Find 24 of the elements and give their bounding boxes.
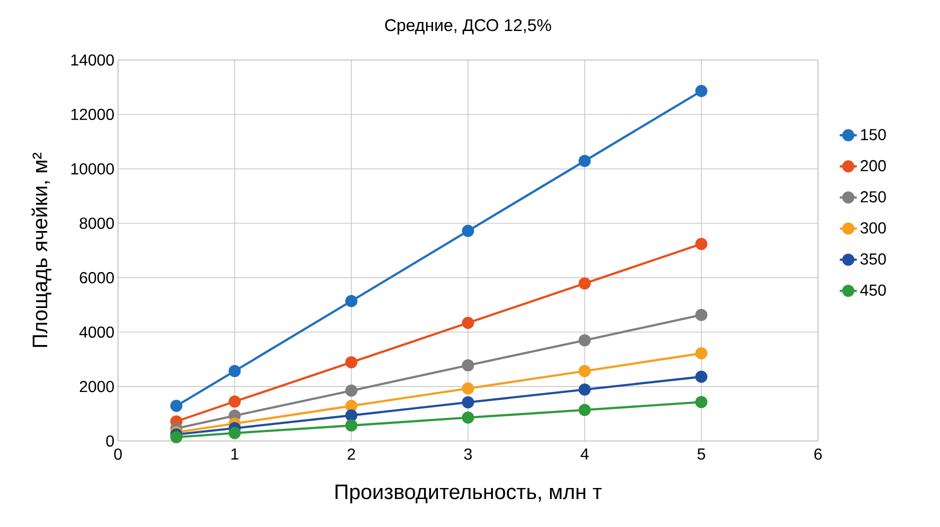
x-tick-label: 5 <box>698 448 706 460</box>
y-tick-label: 12000 <box>71 108 114 120</box>
x-tick-label: 6 <box>814 448 822 460</box>
legend-label: 150 <box>861 128 886 140</box>
y-tick-label: 2000 <box>80 380 114 392</box>
y-tick-label: 8000 <box>80 218 114 229</box>
x-tick-label: 4 <box>580 448 589 460</box>
legend-label: 250 <box>860 191 886 202</box>
legend-label: 200 <box>860 160 886 172</box>
y-tick-label: 6000 <box>80 272 114 284</box>
x-tick-label: 3 <box>464 448 472 460</box>
chart-title: Средние, ДСО 12,5% <box>385 19 552 34</box>
x-axis-title: Производительность, млн т <box>336 484 602 504</box>
y-tick-label: 0 <box>106 435 114 447</box>
legend-label: 450 <box>860 284 886 296</box>
y-tick-label: 14000 <box>71 54 114 66</box>
legend-label: 300 <box>860 222 886 234</box>
y-axis-title: Площадь ячейки, м² <box>32 152 52 347</box>
y-tick-label: 10000 <box>71 163 114 174</box>
x-tick-label: 1 <box>231 448 238 460</box>
x-tick-label: 2 <box>348 448 355 460</box>
x-tick-label: 0 <box>114 448 122 460</box>
legend-label: 350 <box>860 253 886 265</box>
y-tick-label: 4000 <box>79 326 114 338</box>
